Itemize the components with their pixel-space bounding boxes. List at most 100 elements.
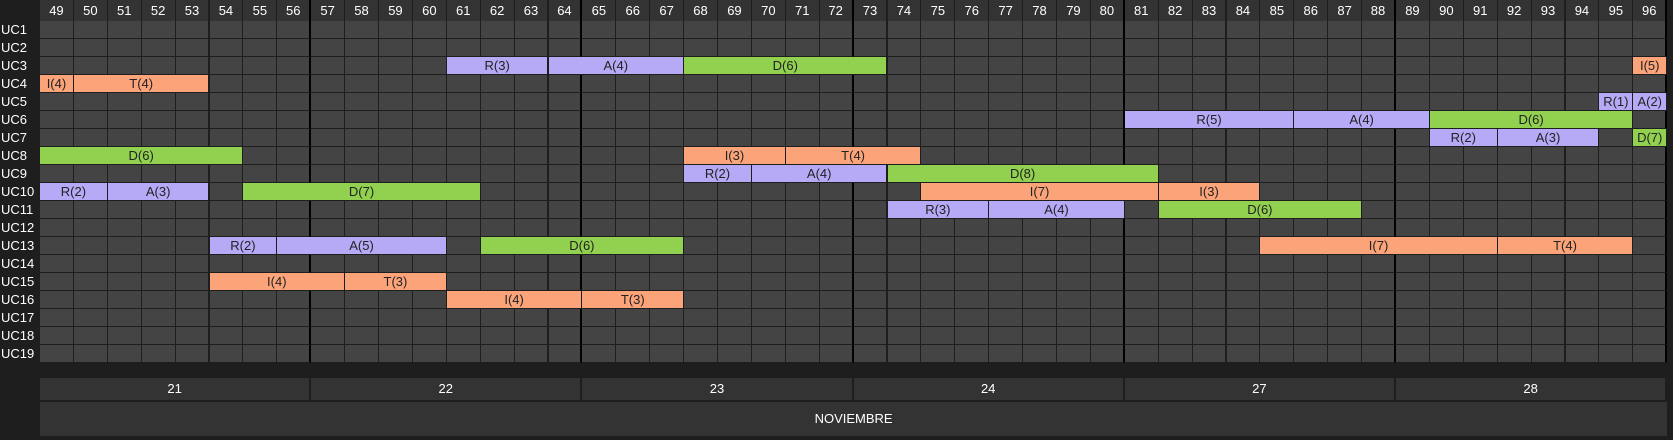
grid-cell[interactable]: [1497, 147, 1532, 165]
grid-cell[interactable]: [1362, 165, 1396, 183]
grid-cell[interactable]: [209, 93, 244, 111]
grid-cell[interactable]: [379, 165, 413, 183]
task-bar-uc13-a[interactable]: A(5): [277, 237, 447, 255]
grid-cell[interactable]: [175, 201, 210, 219]
grid-cell[interactable]: [684, 93, 718, 111]
grid-cell[interactable]: [684, 21, 718, 39]
grid-cell[interactable]: [107, 57, 142, 75]
grid-cell[interactable]: [819, 111, 854, 129]
grid-cell[interactable]: [785, 291, 820, 309]
grid-cell[interactable]: [1565, 183, 1600, 201]
grid-cell[interactable]: [1294, 309, 1329, 327]
grid-cell[interactable]: [243, 147, 278, 165]
grid-cell[interactable]: [921, 129, 956, 147]
grid-cell[interactable]: [616, 165, 651, 183]
grid-cell[interactable]: [1057, 39, 1091, 57]
grid-cell[interactable]: [480, 183, 515, 201]
grid-cell[interactable]: [1057, 345, 1091, 363]
grid-cell[interactable]: [1057, 57, 1091, 75]
grid-cell[interactable]: [379, 57, 413, 75]
grid-cell[interactable]: [1396, 273, 1430, 291]
grid-cell[interactable]: [1531, 57, 1566, 75]
grid-cell[interactable]: [277, 57, 312, 75]
task-bar-uc3-r[interactable]: R(3): [446, 57, 549, 75]
grid-cell[interactable]: [921, 273, 956, 291]
grid-cell[interactable]: [1463, 165, 1498, 183]
grid-cell[interactable]: [1023, 21, 1057, 39]
grid-cell[interactable]: [819, 255, 854, 273]
grid-cell[interactable]: [40, 39, 74, 57]
grid-cell[interactable]: [1226, 39, 1261, 57]
grid-cell[interactable]: [1599, 273, 1634, 291]
grid-cell[interactable]: [548, 165, 583, 183]
grid-cell[interactable]: [1057, 237, 1091, 255]
grid-cell[interactable]: [243, 345, 278, 363]
grid-cell[interactable]: [989, 273, 1024, 291]
grid-cell[interactable]: [141, 39, 176, 57]
grid-cell[interactable]: [819, 21, 854, 39]
grid-cell[interactable]: [1362, 291, 1396, 309]
grid-cell[interactable]: [1192, 21, 1227, 39]
grid-cell[interactable]: [480, 39, 515, 57]
grid-cell[interactable]: [514, 129, 549, 147]
grid-cell[interactable]: [718, 345, 752, 363]
grid-cell[interactable]: [379, 129, 413, 147]
grid-cell[interactable]: [480, 165, 515, 183]
grid-cell[interactable]: [73, 129, 108, 147]
grid-cell[interactable]: [412, 219, 447, 237]
grid-cell[interactable]: [1599, 57, 1634, 75]
grid-cell[interactable]: [718, 21, 752, 39]
grid-cell[interactable]: [446, 21, 481, 39]
grid-cell[interactable]: [1463, 57, 1498, 75]
grid-cell[interactable]: [277, 39, 312, 57]
grid-cell[interactable]: [73, 237, 108, 255]
grid-cell[interactable]: [277, 327, 312, 345]
grid-cell[interactable]: [1565, 39, 1600, 57]
grid-cell[interactable]: [1023, 309, 1057, 327]
grid-cell[interactable]: [243, 57, 278, 75]
grid-cell[interactable]: [887, 291, 922, 309]
grid-cell[interactable]: [412, 345, 447, 363]
grid-cell[interactable]: [853, 93, 888, 111]
grid-cell[interactable]: [311, 129, 346, 147]
grid-cell[interactable]: [718, 129, 752, 147]
grid-cell[interactable]: [1497, 255, 1532, 273]
grid-cell[interactable]: [311, 57, 346, 75]
task-bar-uc11-a[interactable]: A(4): [989, 201, 1125, 219]
grid-cell[interactable]: [785, 237, 820, 255]
grid-cell[interactable]: [1463, 93, 1498, 111]
grid-cell[interactable]: [1565, 345, 1600, 363]
grid-cell[interactable]: [921, 111, 956, 129]
grid-cell[interactable]: [1057, 147, 1091, 165]
grid-cell[interactable]: [277, 291, 312, 309]
grid-cell[interactable]: [1260, 93, 1295, 111]
grid-cell[interactable]: [40, 345, 74, 363]
grid-cell[interactable]: [40, 327, 74, 345]
grid-cell[interactable]: [209, 309, 244, 327]
grid-cell[interactable]: [1565, 201, 1600, 219]
grid-cell[interactable]: [616, 93, 651, 111]
grid-cell[interactable]: [616, 345, 651, 363]
grid-cell[interactable]: [1090, 219, 1125, 237]
grid-cell[interactable]: [1057, 111, 1091, 129]
grid-cell[interactable]: [311, 75, 346, 93]
grid-cell[interactable]: [311, 111, 346, 129]
grid-cell[interactable]: [616, 75, 651, 93]
grid-cell[interactable]: [751, 183, 786, 201]
grid-cell[interactable]: [345, 309, 379, 327]
grid-cell[interactable]: [1599, 309, 1634, 327]
grid-cell[interactable]: [1328, 165, 1363, 183]
grid-cell[interactable]: [243, 39, 278, 57]
grid-cell[interactable]: [955, 111, 990, 129]
grid-cell[interactable]: [311, 21, 346, 39]
task-bar-uc13-r[interactable]: R(2): [209, 237, 278, 255]
grid-cell[interactable]: [1124, 147, 1159, 165]
grid-cell[interactable]: [141, 345, 176, 363]
grid-cell[interactable]: [616, 219, 651, 237]
grid-cell[interactable]: [1023, 345, 1057, 363]
grid-cell[interactable]: [379, 327, 413, 345]
grid-cell[interactable]: [1633, 201, 1668, 219]
grid-cell[interactable]: [1396, 129, 1430, 147]
grid-cell[interactable]: [1463, 309, 1498, 327]
grid-cell[interactable]: [1124, 273, 1159, 291]
